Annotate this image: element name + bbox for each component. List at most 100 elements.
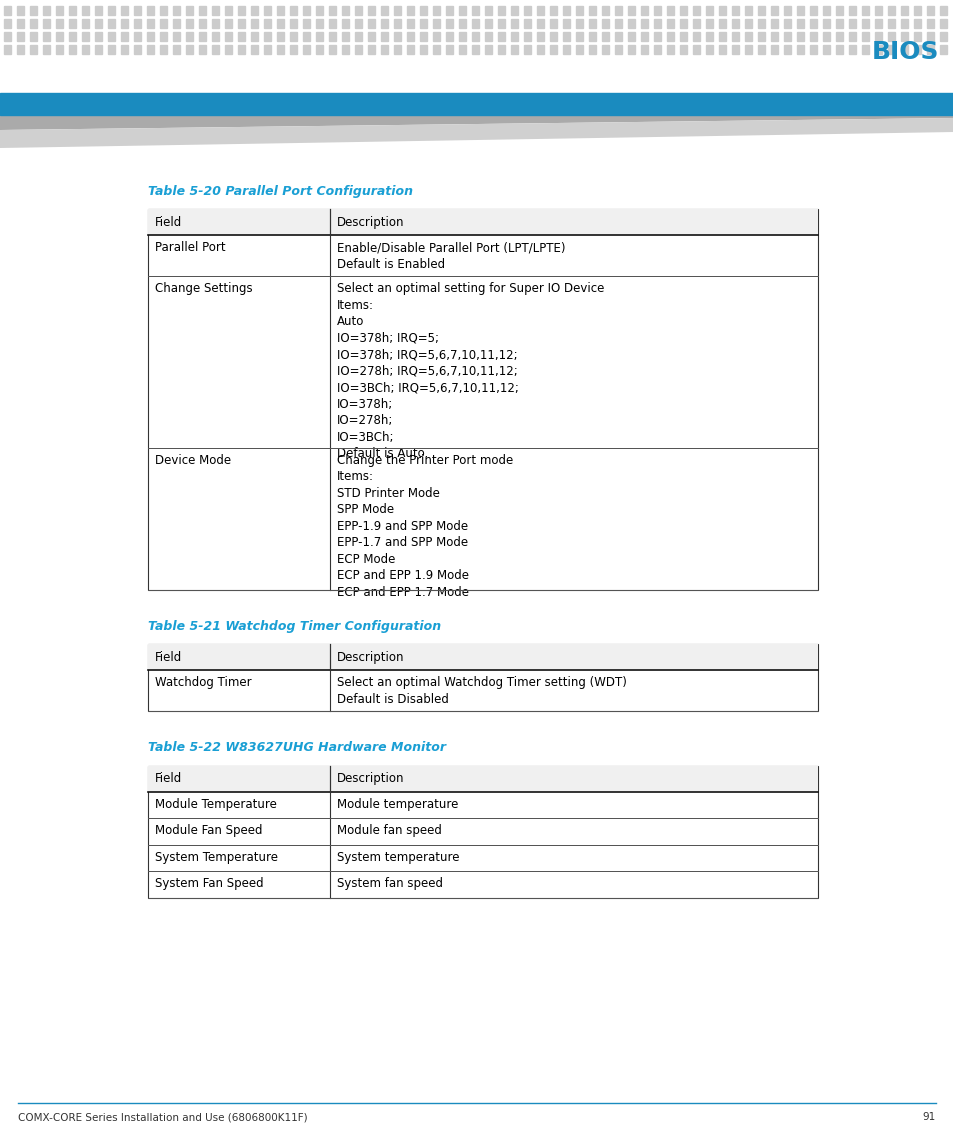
Bar [848,6,855,15]
Bar [186,19,193,27]
Bar [615,19,621,27]
Bar [913,6,920,15]
Bar [900,32,907,41]
Bar [133,6,141,15]
Bar [770,32,778,41]
Bar [315,6,323,15]
Bar [69,45,76,54]
Bar [355,32,361,41]
Bar [186,32,193,41]
Bar [0,93,953,114]
Bar [758,19,764,27]
Bar [172,32,180,41]
Bar [874,19,882,27]
Bar [537,19,543,27]
Bar [419,32,427,41]
Bar [303,19,310,27]
Bar [562,19,569,27]
Bar [30,32,37,41]
Text: COMX-CORE Series Installation and Use (6806800K11F): COMX-CORE Series Installation and Use (6… [18,1112,307,1122]
Bar [744,19,751,27]
Bar [17,19,24,27]
Bar [900,45,907,54]
Bar [887,32,894,41]
Bar [719,6,725,15]
Bar [30,6,37,15]
Bar [380,6,388,15]
Bar [43,19,50,27]
Bar [497,6,504,15]
Bar [108,6,115,15]
Bar [640,19,647,27]
Bar [108,45,115,54]
Bar [627,45,635,54]
Bar [744,6,751,15]
Bar [329,32,335,41]
Bar [17,32,24,41]
Bar [692,6,700,15]
Bar [796,32,803,41]
Bar [862,45,868,54]
Bar [783,6,790,15]
Bar [654,45,660,54]
Bar [172,45,180,54]
Bar [43,32,50,41]
Bar [355,45,361,54]
Bar [394,6,400,15]
Bar [640,45,647,54]
Bar [627,19,635,27]
Bar [458,6,465,15]
Bar [654,32,660,41]
Text: Parallel Port: Parallel Port [154,242,226,254]
Bar [497,19,504,27]
Bar [172,6,180,15]
Bar [148,645,817,711]
Text: System Fan Speed: System Fan Speed [154,877,263,890]
Bar [394,19,400,27]
Bar [407,32,414,41]
Bar [133,19,141,27]
Bar [147,19,153,27]
Bar [758,32,764,41]
Text: Field: Field [154,650,182,664]
Bar [212,32,219,41]
Text: Change the Printer Port mode
Items:
STD Printer Mode
SPP Mode
EPP-1.9 and SPP Mo: Change the Printer Port mode Items: STD … [337,453,513,599]
Text: System Temperature: System Temperature [154,851,277,863]
Bar [588,19,596,27]
Bar [627,6,635,15]
Bar [588,45,596,54]
Bar [472,6,478,15]
Text: Description: Description [337,772,404,785]
Bar [394,45,400,54]
Bar [264,6,271,15]
Bar [484,32,492,41]
Bar [523,6,531,15]
Bar [225,6,232,15]
Text: Select an optimal setting for Super IO Device
Items:
Auto
IO=378h; IRQ=5;
IO=378: Select an optimal setting for Super IO D… [337,282,604,460]
Bar [926,19,933,27]
Bar [108,32,115,41]
Bar [848,19,855,27]
Bar [562,32,569,41]
Bar [82,32,89,41]
Bar [329,19,335,27]
Bar [30,19,37,27]
Bar [887,6,894,15]
Bar [212,6,219,15]
Bar [523,19,531,27]
Bar [303,32,310,41]
Bar [355,19,361,27]
Bar [82,19,89,27]
Bar [160,32,167,41]
Bar [679,6,686,15]
Bar [251,19,257,27]
Bar [186,45,193,54]
Bar [121,32,128,41]
Bar [666,19,673,27]
Bar [433,19,439,27]
Bar [576,19,582,27]
Bar [290,6,296,15]
Bar [939,19,946,27]
Bar [433,6,439,15]
Bar [148,766,817,791]
